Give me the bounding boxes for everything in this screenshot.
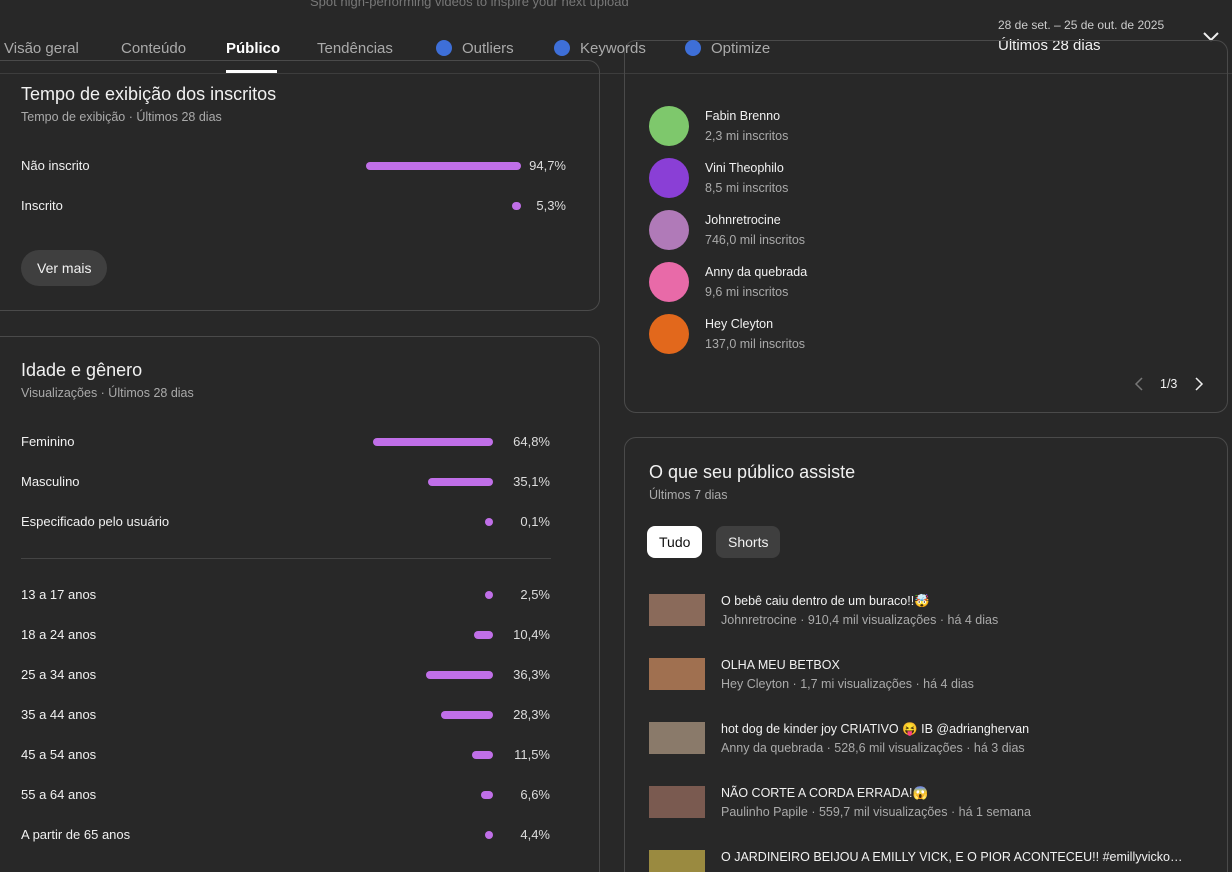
- bar: [425, 671, 493, 679]
- bar: [485, 591, 493, 599]
- video-meta: Paulinho Papile · 559,7 mil visualizaçõe…: [721, 805, 1031, 819]
- row-value: 0,1%: [520, 514, 550, 529]
- row-label: 45 a 54 anos: [21, 747, 97, 762]
- bar: [373, 438, 493, 446]
- video-meta: Johnretrocine · 910,4 mil visualizações …: [721, 613, 999, 627]
- channels-card: [624, 40, 1228, 413]
- channel-name[interactable]: Anny da quebrada: [705, 265, 808, 279]
- channel-subs: 2,3 mi inscritos: [705, 129, 789, 143]
- bar: [365, 162, 521, 170]
- video-title[interactable]: OLHA MEU BETBOX: [721, 658, 840, 672]
- row-value: 10,4%: [513, 627, 550, 642]
- channel-name[interactable]: Hey Cleyton: [705, 317, 774, 331]
- tab[interactable]: Outliers: [436, 40, 514, 57]
- row-value: 94,7%: [529, 158, 566, 173]
- row-value: 11,5%: [514, 747, 550, 762]
- video-title[interactable]: O bebê caiu dentro de um buraco!!🤯: [721, 594, 930, 608]
- tab[interactable]: Conteúdo: [121, 40, 187, 57]
- tab[interactable]: Keywords: [554, 40, 646, 57]
- bar: [473, 631, 493, 639]
- video-meta: Hey Cleyton · 1,7 mi visualizações · há …: [721, 677, 974, 691]
- pager-icons[interactable]: [1132, 376, 1212, 392]
- thumbnail[interactable]: [649, 658, 705, 690]
- avatar[interactable]: [649, 210, 689, 250]
- tab[interactable]: Visão geral: [4, 40, 79, 57]
- thumbnail[interactable]: [649, 786, 705, 818]
- card-subtitle: Tempo de exibição · Últimos 28 dias: [21, 110, 222, 124]
- bar: [484, 831, 493, 839]
- card-title: Idade e gênero: [21, 360, 143, 380]
- channel-subs: 746,0 mil inscritos: [705, 233, 806, 247]
- tab-icon: [685, 40, 701, 56]
- row-value: 64,8%: [513, 434, 550, 449]
- card-subtitle: Últimos 7 dias: [649, 488, 728, 502]
- bar: [485, 518, 493, 526]
- date-range[interactable]: 28 de set. – 25 de out. de 2025: [998, 18, 1165, 32]
- row-label: 13 a 17 anos: [21, 587, 97, 602]
- bar: [471, 751, 493, 759]
- channel-subs: 9,6 mi inscritos: [705, 285, 789, 299]
- row-label: Feminino: [21, 434, 75, 449]
- row-label: 35 a 44 anos: [21, 707, 97, 722]
- see-more-button[interactable]: Ver mais: [21, 250, 108, 286]
- period[interactable]: Últimos 28 dias: [998, 37, 1101, 54]
- channel-subs: 137,0 mil inscritos: [705, 337, 806, 351]
- thumbnail[interactable]: [649, 850, 705, 872]
- channel-name[interactable]: Johnretrocine: [705, 213, 781, 227]
- row-label: 25 a 34 anos: [21, 667, 97, 682]
- card-title: Tempo de exibição dos inscritos: [21, 84, 277, 104]
- row-value: 6,6%: [520, 787, 550, 802]
- row-value: 35,1%: [513, 474, 550, 489]
- divider: [21, 558, 551, 559]
- tab[interactable]: Público: [226, 40, 281, 57]
- channel-name[interactable]: Vini Theophilo: [705, 161, 784, 175]
- row-value: 5,3%: [536, 198, 566, 213]
- row-label: 55 a 64 anos: [21, 787, 97, 802]
- tab[interactable]: Optimize: [685, 40, 770, 57]
- channel-name[interactable]: Fabin Brenno: [705, 109, 781, 123]
- tab-underline: [226, 70, 277, 73]
- avatar[interactable]: [649, 262, 689, 302]
- avatar[interactable]: [649, 158, 689, 198]
- bar: [512, 202, 521, 210]
- bar: [440, 711, 493, 719]
- tab[interactable]: Tendências: [317, 40, 393, 57]
- row-value: 4,4%: [520, 827, 550, 842]
- thumbnail[interactable]: [649, 594, 705, 626]
- avatar[interactable]: [649, 106, 689, 146]
- bar: [480, 791, 493, 799]
- filter-chip[interactable]: Shorts: [716, 526, 781, 558]
- pager: 1/3: [1160, 377, 1178, 391]
- watch-card: [624, 437, 1228, 872]
- card-title: O que seu público assiste: [649, 462, 856, 482]
- bar: [428, 478, 493, 486]
- thumbnail[interactable]: [649, 722, 705, 754]
- top-hint: Spot high-performing videos to inspire y…: [310, 0, 629, 9]
- video-title[interactable]: hot dog de kinder joy CRIATIVO 😝 IB @adr…: [721, 722, 1030, 736]
- video-meta: Anny da quebrada · 528,6 mil visualizaçõ…: [721, 741, 1025, 755]
- avatar[interactable]: [649, 314, 689, 354]
- subscriber-card: [0, 60, 600, 311]
- tab-divider: [0, 73, 1232, 74]
- channel-subs: 8,5 mi inscritos: [705, 181, 789, 195]
- row-label: Masculino: [21, 474, 80, 489]
- row-value: 28,3%: [513, 707, 550, 722]
- row-value: 2,5%: [520, 587, 550, 602]
- age-gender-card: [0, 336, 600, 872]
- row-label: 18 a 24 anos: [21, 627, 97, 642]
- tab-icon: [436, 40, 452, 56]
- row-value: 36,3%: [513, 667, 550, 682]
- row-label: Inscrito: [21, 198, 63, 213]
- tab-icon: [554, 40, 570, 56]
- filter-chip[interactable]: Tudo: [647, 526, 703, 558]
- row-label: Não inscrito: [21, 158, 90, 173]
- video-title[interactable]: NÃO CORTE A CORDA ERRADA!😱: [721, 786, 929, 800]
- video-title[interactable]: O JARDINEIRO BEIJOU A EMILLY VICK, E O P…: [721, 850, 1183, 864]
- card-subtitle: Visualizações · Últimos 28 dias: [21, 386, 194, 400]
- row-label: Especificado pelo usuário: [21, 514, 170, 529]
- row-label: A partir de 65 anos: [21, 827, 131, 842]
